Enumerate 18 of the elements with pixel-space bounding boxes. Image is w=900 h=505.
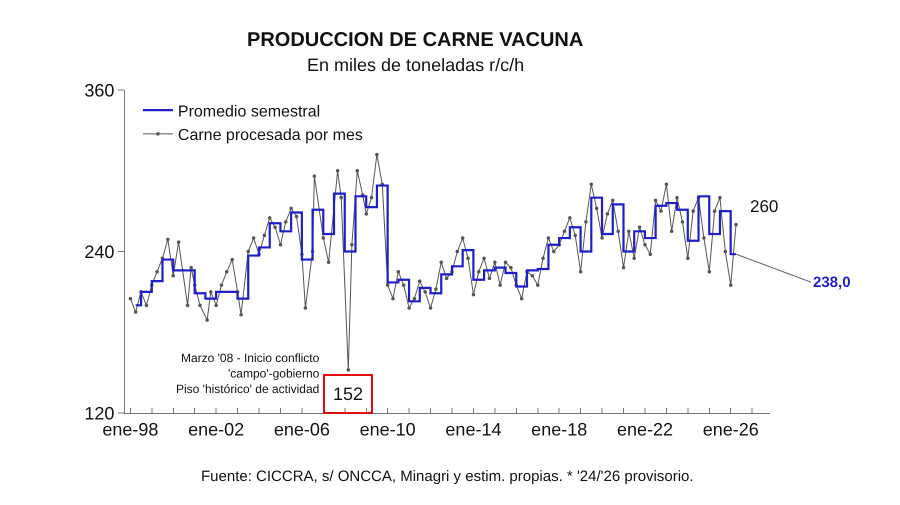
x-tick-label: ene-10 <box>360 420 416 440</box>
annotation: Marzo '08 - Inicio conflicto 'campo'-gobierno Piso 'histórico' de actividad <box>176 351 320 396</box>
x-tick-label: ene-14 <box>445 420 502 440</box>
x-tick-label: ene-22 <box>616 420 673 440</box>
x-tick-label: ene-02 <box>188 420 244 440</box>
legend-label: Carne procesada por mes <box>178 127 363 144</box>
chart-title: PRODUCCION DE CARNE VACUNA <box>247 29 584 51</box>
y-tick-label: 240 <box>84 242 114 262</box>
annotation: 152 <box>333 384 364 404</box>
x-tick-label: ene-18 <box>531 420 588 440</box>
x-tick-label: ene-06 <box>274 420 330 440</box>
annotation: 238,0 <box>813 274 851 291</box>
y-tick-label: 360 <box>84 80 114 100</box>
source-note: Fuente: CICCRA, s/ ONCCA, Minagri y estim. propias. * '24/'26 provisorio. <box>201 468 694 485</box>
annotation: 260 <box>750 197 778 216</box>
x-tick-label: ene-26 <box>702 420 759 440</box>
legend-label: Promedio semestral <box>178 103 320 120</box>
chart-subtitle: En miles de toneladas r/c/h <box>307 55 524 75</box>
